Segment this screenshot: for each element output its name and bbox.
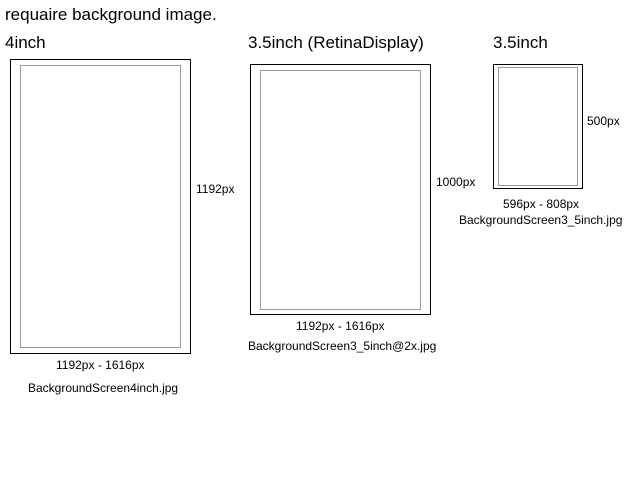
page-title: requaire background image. (5, 5, 217, 24)
device-frame (250, 64, 431, 315)
background-area (260, 70, 421, 310)
screen-label: 3.5inch (RetinaDisplay) (248, 33, 424, 52)
filename-label: BackgroundScreen3_5inch@2x.jpg (248, 339, 437, 353)
screen-label: 4inch (5, 33, 46, 52)
filename-label: BackgroundScreen4inch.jpg (28, 381, 179, 395)
background-area (498, 67, 578, 186)
size-dimension-label: 1192px - 1616px (56, 358, 145, 372)
height-dimension-label: 500px (587, 114, 620, 128)
filename-label: BackgroundScreen3_5inch.jpg (459, 213, 623, 227)
screen-label: 3.5inch (493, 33, 548, 52)
device-frame (493, 64, 583, 189)
height-dimension-label: 1000px (436, 175, 476, 189)
background-area (20, 65, 181, 348)
device-frame (10, 59, 191, 354)
size-dimension-label: 1192px - 1616px (296, 319, 385, 333)
size-dimension-label: 596px - 808px (503, 197, 580, 211)
height-dimension-label: 1192px (196, 182, 235, 196)
